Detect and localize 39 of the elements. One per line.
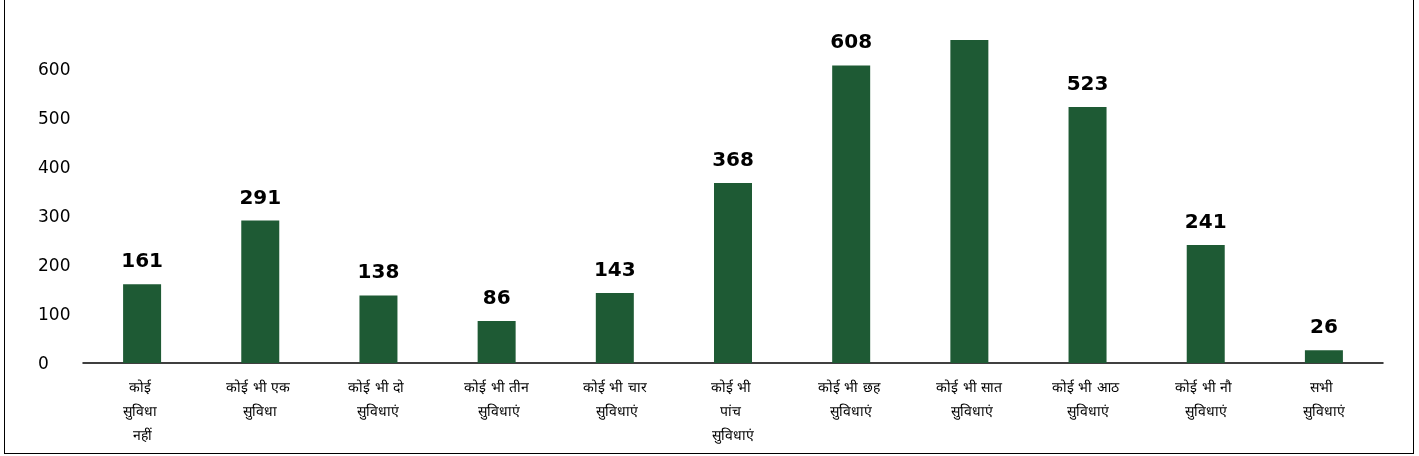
- bar: [950, 40, 989, 363]
- y-tick-label: 500: [38, 108, 71, 129]
- y-tick-label: 200: [38, 255, 71, 276]
- bar: [123, 284, 162, 363]
- bar: [477, 320, 516, 363]
- data-label: 608: [830, 29, 873, 54]
- x-tick-label: कोई भी पांच सुविधाएं: [710, 379, 756, 444]
- bar: [595, 293, 634, 363]
- x-tick-label: कोई भी आठ सुविधाएं: [1051, 379, 1124, 420]
- data-label: 86: [482, 284, 511, 309]
- x-tick-label: सभी सुविधाएं: [1302, 379, 1345, 420]
- data-label: 138: [357, 259, 400, 284]
- y-tick-label: 400: [38, 157, 71, 178]
- x-tick-label: कोई भी तीन सुविधाएं: [464, 379, 530, 420]
- data-label: 523: [1066, 71, 1109, 96]
- y-tick-label: 100: [38, 304, 71, 325]
- bar: [832, 65, 871, 363]
- y-tick-label: 300: [38, 206, 71, 227]
- bar: [714, 182, 752, 363]
- data-label: 291: [239, 184, 282, 209]
- x-tick-label: कोई भी चार सुविधाएं: [582, 379, 647, 420]
- data-label: 26: [1309, 314, 1338, 339]
- x-tick-label: कोई भी दो सुविधाएं: [348, 379, 409, 420]
- data-label: 143: [593, 257, 636, 282]
- data-label: 161: [121, 248, 163, 273]
- y-tick-label: 600: [38, 59, 71, 80]
- y-tick-label: 0: [38, 353, 49, 373]
- x-tick-label: कोई सुविधा नहीं: [122, 379, 162, 443]
- x-tick-label: कोई भी नौ सुविधाएं: [1175, 379, 1237, 420]
- bar: [241, 220, 280, 363]
- x-tick-label: कोई भी सात सुविधाएं: [936, 379, 1004, 420]
- x-tick-label: कोई भी एक सुविधा: [226, 379, 295, 420]
- data-label: 368: [712, 146, 754, 171]
- bar: [1068, 107, 1107, 363]
- data-label: 241: [1184, 209, 1227, 234]
- bar: [1304, 350, 1343, 363]
- bar: [1186, 245, 1225, 363]
- x-tick-label: कोई भी छह सुविधाएं: [818, 379, 885, 420]
- bar: [359, 295, 398, 363]
